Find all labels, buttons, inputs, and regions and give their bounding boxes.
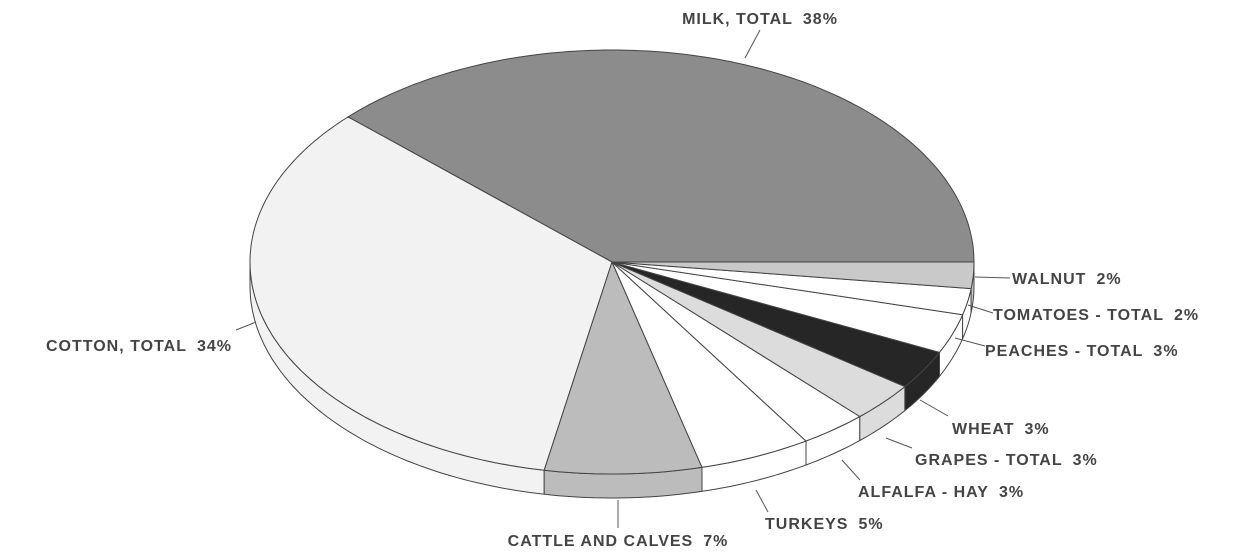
category-label: MILK, TOTAL: [682, 11, 793, 28]
category-label: WHEAT: [952, 421, 1014, 438]
slice: [611, 261, 807, 468]
category-label: CATTLE AND CALVES: [508, 533, 694, 550]
value-label: 34%: [197, 338, 232, 355]
slice-label: PEACHES - TOTAL 3%: [985, 343, 1179, 360]
value-label: 3%: [999, 484, 1024, 501]
value-label: 5%: [858, 516, 883, 533]
value-label: 3%: [1024, 421, 1049, 438]
leader-line: [235, 321, 257, 331]
category-label: GRAPES - TOTAL: [915, 452, 1063, 469]
leader-line: [974, 276, 1011, 279]
slice-label: CATTLE AND CALVES 7%: [508, 533, 729, 550]
slice: [249, 116, 613, 471]
category-label: WALNUT: [1012, 271, 1086, 288]
value-label: 2%: [1096, 271, 1121, 288]
category-label: TURKEYS: [765, 516, 848, 533]
slice-label: WHEAT 3%: [952, 421, 1050, 438]
category-label: COTTON, TOTAL: [46, 338, 187, 355]
value-label: 3%: [1153, 343, 1178, 360]
leader-line: [744, 29, 761, 59]
leader-line: [919, 399, 949, 417]
value-label: 3%: [1073, 452, 1098, 469]
slice: [543, 260, 703, 475]
category-label: PEACHES - TOTAL: [985, 343, 1143, 360]
slice-label: GRAPES - TOTAL 3%: [915, 452, 1098, 469]
leader-line: [841, 459, 861, 481]
leader-line: [755, 489, 769, 513]
value-label: 7%: [703, 533, 728, 550]
slice-label: MILK, TOTAL 38%: [682, 11, 838, 28]
value-label: 2%: [1174, 307, 1199, 324]
slice: [611, 261, 972, 316]
slice-label: COTTON, TOTAL 34%: [46, 338, 232, 355]
slice-label: WALNUT 2%: [1012, 271, 1122, 288]
slice-label: ALFALFA - HAY 3%: [858, 484, 1024, 501]
leader-line: [885, 437, 913, 449]
category-label: ALFALFA - HAY: [858, 484, 989, 501]
slice: [611, 261, 964, 353]
slice: [611, 261, 975, 290]
slice: [611, 261, 861, 442]
leader-line: [954, 337, 986, 347]
slice-label: TOMATOES - TOTAL 2%: [993, 307, 1199, 324]
slice: [611, 261, 906, 418]
slice-label: TURKEYS 5%: [765, 516, 884, 533]
value-label: 38%: [803, 11, 838, 28]
leader-line: [967, 304, 994, 314]
slice: [611, 261, 941, 388]
category-label: TOMATOES - TOTAL: [993, 307, 1164, 324]
slice: [347, 49, 975, 263]
